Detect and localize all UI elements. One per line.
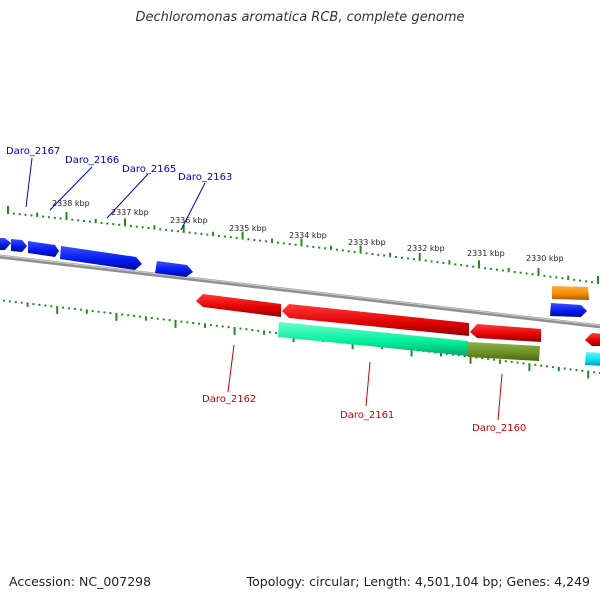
kbp-label: 2333 kbp [348, 238, 386, 247]
gene-arrow[interactable] [585, 352, 600, 366]
genome-backbone [0, 254, 600, 329]
label-leader-line [227, 344, 235, 393]
gene-label[interactable]: Daro_2161 [340, 410, 394, 421]
gene-arrow[interactable] [278, 322, 468, 356]
gene-arrow[interactable] [470, 324, 541, 342]
label-leader-line [365, 361, 371, 407]
gene-label[interactable]: Daro_2165 [122, 164, 176, 175]
gene-label[interactable]: Daro_2167 [6, 146, 60, 157]
forward-strand-genes [0, 238, 589, 317]
reverse-gene-labels: Daro_2162 Daro_2161 Daro_2160 [202, 344, 526, 434]
gene-arrow[interactable] [468, 342, 540, 361]
gene-arrow[interactable] [28, 241, 59, 257]
kbp-label: 2332 kbp [407, 244, 445, 253]
reverse-strand-genes [196, 294, 600, 366]
kbp-label: 2338 kbp [52, 199, 90, 208]
label-leader-line [25, 157, 33, 208]
gene-label[interactable]: Daro_2166 [65, 155, 119, 166]
genome-backbone-highlight [0, 255, 600, 326]
gene-arrow[interactable] [550, 303, 587, 317]
kbp-label: 2330 kbp [526, 254, 564, 263]
genome-title: Dechloromonas aromatica RCB, complete ge… [135, 10, 465, 25]
kbp-label: 2336 kbp [170, 216, 208, 225]
label-leader-line [180, 182, 206, 231]
gene-arrow[interactable] [0, 238, 11, 250]
kbp-label: 2335 kbp [229, 224, 267, 233]
label-leader-line [106, 173, 149, 219]
gene-arrow[interactable] [196, 294, 281, 317]
gene-label[interactable]: Daro_2160 [472, 423, 526, 434]
gene-arrow[interactable] [60, 246, 142, 270]
upper-scale-track [7, 206, 599, 284]
kbp-label: 2337 kbp [111, 208, 149, 217]
forward-gene-labels: Daro_2167 Daro_2166 Daro_2165 Daro_2163 [6, 146, 232, 231]
accession-text: Accession: NC_007298 [9, 574, 152, 589]
label-leader-line [497, 373, 503, 421]
gene-label[interactable]: Daro_2162 [202, 394, 256, 405]
gene-label[interactable]: Daro_2163 [178, 172, 232, 183]
gene-arrow[interactable] [155, 261, 193, 277]
gene-arrow[interactable] [11, 239, 27, 252]
gene-arrow[interactable] [282, 304, 469, 336]
gene-arrow[interactable] [552, 286, 589, 300]
label-leader-line [49, 166, 93, 211]
genome-stats-text: Topology: circular; Length: 4,501,104 bp… [246, 574, 590, 589]
kbp-label: 2331 kbp [467, 249, 505, 258]
gene-arrow[interactable] [585, 333, 600, 346]
kbp-label: 2334 kbp [289, 231, 327, 240]
